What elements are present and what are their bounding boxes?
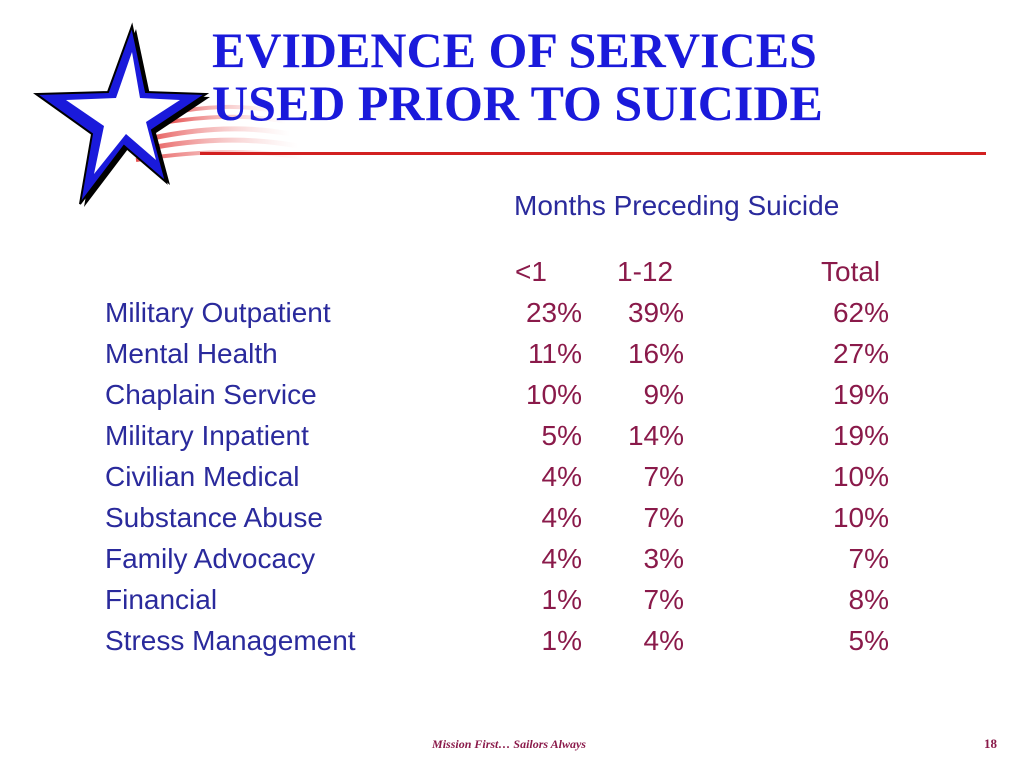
title-divider (200, 152, 986, 155)
cell-1-12: 16% (627, 338, 684, 369)
row-label: Financial (105, 584, 218, 615)
row-label: Stress Management (105, 625, 356, 656)
cell-total: 5% (848, 625, 889, 656)
cell-total: 19% (832, 379, 889, 410)
table-caption: Months Preceding Suicide (514, 190, 840, 221)
column-header-lt1: <1 (515, 256, 547, 287)
cell-lt1: 10% (525, 379, 582, 410)
slide-title-line-1: EVIDENCE OF SERVICES (212, 22, 817, 78)
cell-1-12: 7% (643, 502, 684, 533)
cell-total: 62% (832, 297, 889, 328)
cell-total: 10% (832, 461, 889, 492)
cell-lt1: 5% (541, 420, 582, 451)
cell-1-12: 39% (627, 297, 684, 328)
slide-title: EVIDENCE OF SERVICES USED PRIOR TO SUICI… (212, 24, 823, 130)
cell-lt1: 11% (528, 338, 582, 369)
slide-title-line-2: USED PRIOR TO SUICIDE (212, 75, 823, 131)
cell-1-12: 14% (627, 420, 684, 451)
row-label: Military Outpatient (105, 297, 331, 328)
row-label: Substance Abuse (105, 502, 323, 533)
cell-lt1: 1% (541, 584, 582, 615)
cell-1-12: 7% (643, 461, 684, 492)
cell-total: 10% (832, 502, 889, 533)
column-header-1-12: 1-12 (617, 256, 674, 287)
cell-total: 7% (848, 543, 889, 574)
row-label: Mental Health (105, 338, 278, 369)
column-header-total: Total (821, 256, 881, 287)
cell-1-12: 3% (643, 543, 684, 574)
cell-1-12: 7% (643, 584, 684, 615)
cell-lt1: 1% (541, 625, 582, 656)
footer-motto: Mission First… Sailors Always (432, 737, 586, 751)
cell-lt1: 4% (541, 461, 582, 492)
cell-1-12: 4% (643, 625, 684, 656)
cell-total: 8% (848, 584, 889, 615)
row-label: Family Advocacy (105, 543, 316, 574)
cell-lt1: 4% (541, 543, 582, 574)
cell-1-12: 9% (643, 379, 684, 410)
cell-lt1: 23% (525, 297, 582, 328)
row-label: Chaplain Service (105, 379, 317, 410)
row-label: Military Inpatient (105, 420, 309, 451)
row-label: Civilian Medical (105, 461, 300, 492)
cell-total: 19% (832, 420, 889, 451)
cell-total: 27% (832, 338, 889, 369)
cell-lt1: 4% (541, 502, 582, 533)
page-number: 18 (984, 736, 997, 751)
